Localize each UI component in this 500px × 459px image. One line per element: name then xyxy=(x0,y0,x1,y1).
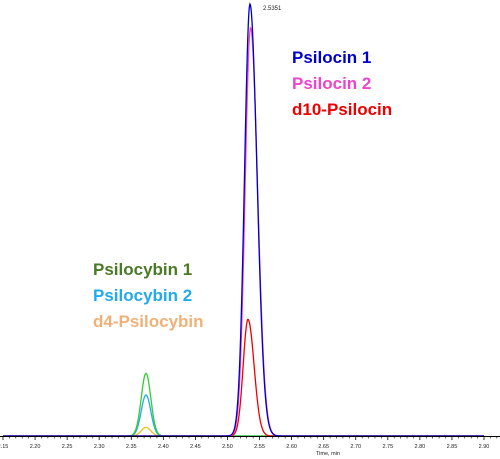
x-tick-label: 2.50 xyxy=(222,444,233,450)
legend-entry-d10-psilocin: d10-Psilocin xyxy=(292,100,392,119)
series-line-psilocybin-1 xyxy=(3,372,484,437)
legend-entry-psilocin-1: Psilocin 1 xyxy=(292,48,371,67)
x-tick-label: 2.35 xyxy=(126,444,137,450)
x-tick-label: 2.60 xyxy=(286,444,297,450)
x-tick-label: 2.45 xyxy=(190,444,201,450)
x-tick-label: 2.65 xyxy=(318,444,329,450)
peak-annotation: 2.5351 xyxy=(263,6,282,12)
legend-entry-psilocybin-1: Psilocybin 1 xyxy=(93,260,192,279)
x-tick-label: 2.15 xyxy=(0,444,8,450)
legend-entry-psilocin-2: Psilocin 2 xyxy=(292,74,371,93)
series-layer xyxy=(3,2,484,437)
legend-entry-psilocybin-2: Psilocybin 2 xyxy=(93,286,192,305)
x-tick-label: 2.25 xyxy=(62,444,73,450)
x-tick-label: 2.55 xyxy=(254,444,265,450)
x-tick-label: 2.20 xyxy=(30,444,41,450)
x-tick-layer: 2.15 2.20 2.25 2.30 2.35 2.40 2.45 2.50 2.55 2.60… xyxy=(0,436,498,450)
x-tick-label: 2.30 xyxy=(94,444,105,450)
legend-entry-d4-psilocybin: d4-Psilocybin xyxy=(93,312,204,331)
x-tick-label: 2.90 xyxy=(479,444,490,450)
x-axis-label: Time, min xyxy=(316,451,340,457)
x-tick-label: 2.85 xyxy=(447,444,458,450)
legend-layer: Psilocin 1 Psilocin 2 d10-Psilocin Psilocyb… xyxy=(93,48,392,331)
series-line-psilocybin-2 xyxy=(3,394,484,437)
x-tick-label: 2.80 xyxy=(415,444,426,450)
x-tick-label: 2.75 xyxy=(382,444,393,450)
x-tick-label: 2.40 xyxy=(158,444,169,450)
series-line-d10-psilocin xyxy=(3,318,484,437)
series-line-psilocin-1 xyxy=(3,2,484,437)
x-tick-label: 2.70 xyxy=(350,444,361,450)
series-line-d4-psilocybin xyxy=(3,426,484,437)
